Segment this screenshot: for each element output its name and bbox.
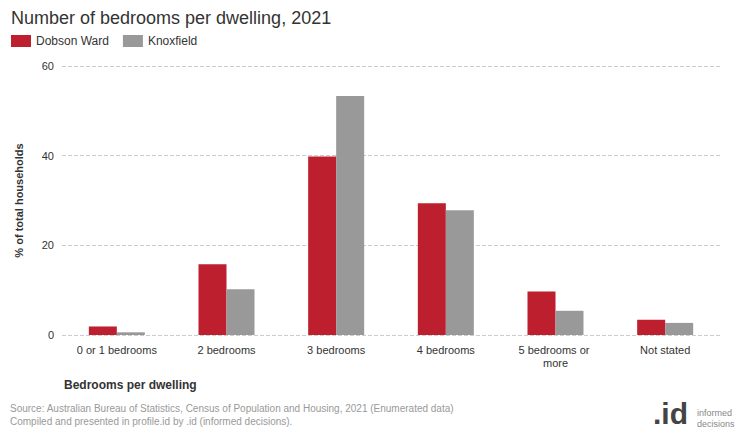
svg-text:40: 40 <box>42 150 54 162</box>
svg-text:Not stated: Not stated <box>640 344 690 356</box>
svg-text:20: 20 <box>42 239 54 251</box>
svg-text:decisions: decisions <box>697 419 735 429</box>
svg-text:Dobson Ward: Dobson Ward <box>36 34 109 48</box>
svg-text:2 bedrooms: 2 bedrooms <box>197 344 256 356</box>
svg-text:0: 0 <box>48 329 54 341</box>
svg-text:Source: Australian Bureau of S: Source: Australian Bureau of Statistics,… <box>10 403 454 414</box>
svg-text:Number of bedrooms per dwellin: Number of bedrooms per dwelling, 2021 <box>11 8 331 28</box>
svg-text:% of total households: % of total households <box>13 143 25 257</box>
svg-text:more: more <box>543 357 568 369</box>
svg-text:4 bedrooms: 4 bedrooms <box>417 344 476 356</box>
svg-text:3 bedrooms: 3 bedrooms <box>307 344 366 356</box>
svg-text:5 bedrooms or: 5 bedrooms or <box>519 344 593 356</box>
svg-text:informed: informed <box>697 408 732 418</box>
svg-text:.id: .id <box>653 397 688 430</box>
svg-text:Bedrooms per dwelling: Bedrooms per dwelling <box>64 378 197 392</box>
svg-text:Knoxfield: Knoxfield <box>148 34 197 48</box>
svg-text:0 or 1 bedrooms: 0 or 1 bedrooms <box>77 344 158 356</box>
svg-text:60: 60 <box>42 60 54 72</box>
svg-text:Compiled and presented in prof: Compiled and presented in profile.id by … <box>10 416 292 427</box>
